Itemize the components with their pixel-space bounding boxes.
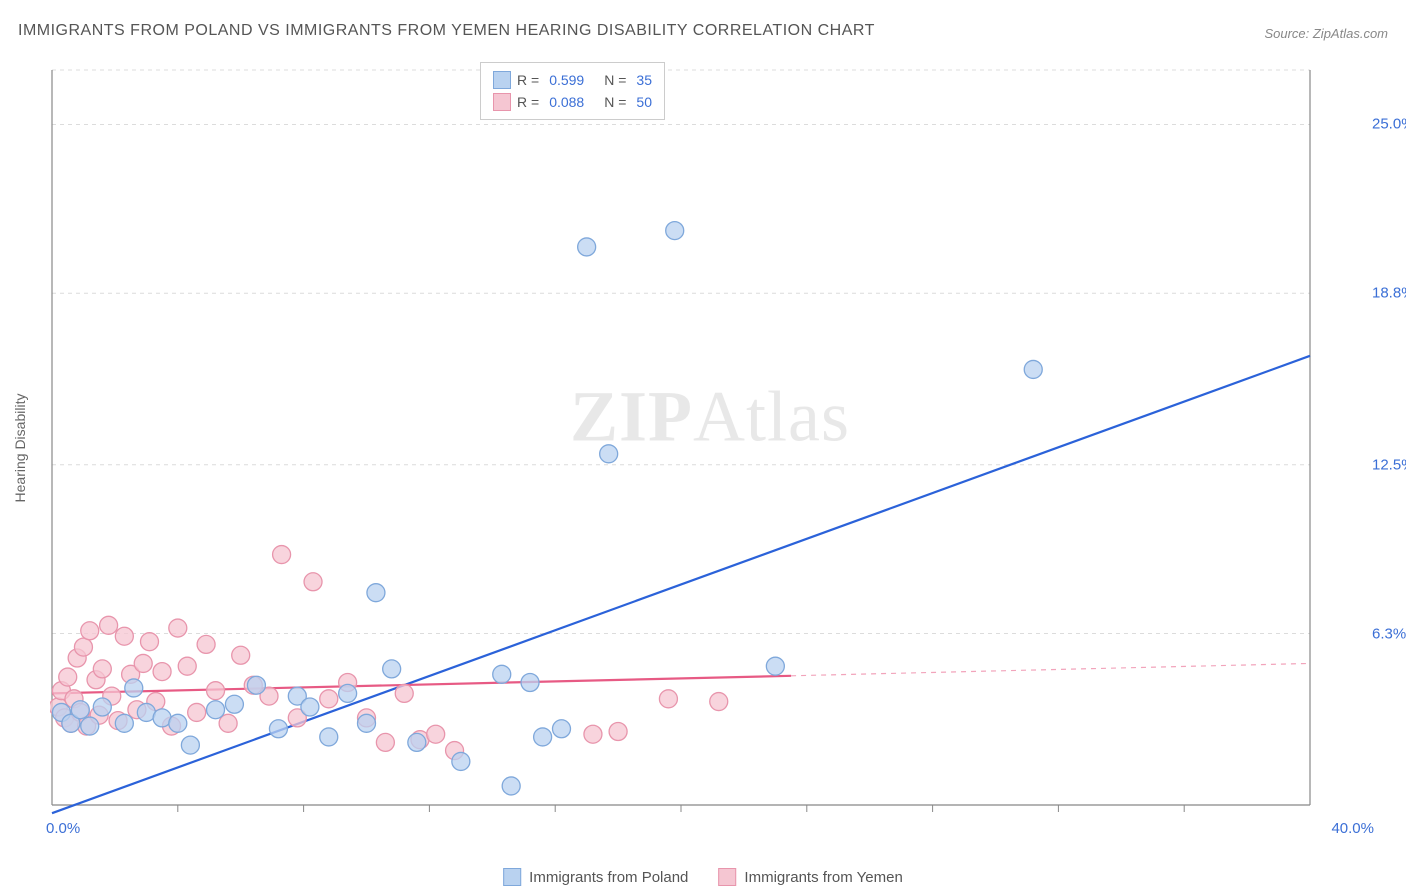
series-legend-item: Immigrants from Yemen <box>718 868 902 886</box>
legend-n-value: 50 <box>636 94 652 110</box>
legend-row: R = 0.599 N = 35 <box>493 69 652 91</box>
legend-n-label: N = <box>604 72 626 88</box>
legend-row: R = 0.088 N = 50 <box>493 91 652 113</box>
scatter-plot <box>50 60 1370 835</box>
y-tick-label: 18.8% <box>1372 285 1406 302</box>
x-axis-origin-label: 0.0% <box>46 820 80 837</box>
legend-swatch <box>493 71 511 89</box>
legend-r-value: 0.599 <box>549 72 584 88</box>
source-attribution: Source: ZipAtlas.com <box>1264 26 1388 41</box>
chart-title: IMMIGRANTS FROM POLAND VS IMMIGRANTS FRO… <box>18 22 875 40</box>
y-tick-label: 12.5% <box>1372 456 1406 473</box>
y-axis-label: Hearing Disability <box>12 393 28 502</box>
legend-swatch <box>493 93 511 111</box>
series-name: Immigrants from Yemen <box>744 869 902 886</box>
series-name: Immigrants from Poland <box>529 869 688 886</box>
y-tick-label: 25.0% <box>1372 116 1406 133</box>
x-axis-end-label: 40.0% <box>1331 820 1374 837</box>
correlation-legend: R = 0.599 N = 35 R = 0.088 N = 50 <box>480 62 665 120</box>
legend-r-value: 0.088 <box>549 94 584 110</box>
legend-r-label: R = <box>517 94 539 110</box>
legend-n-value: 35 <box>636 72 652 88</box>
chart-area: Hearing Disability ZIPAtlas R =0.599N =3… <box>50 60 1370 835</box>
legend-r-label: R = <box>517 72 539 88</box>
legend-swatch <box>718 868 736 886</box>
series-legend: Immigrants from Poland Immigrants from Ye… <box>503 868 903 886</box>
legend-n-label: N = <box>604 94 626 110</box>
legend-swatch <box>503 868 521 886</box>
series-legend-item: Immigrants from Poland <box>503 868 688 886</box>
y-tick-label: 6.3% <box>1372 625 1406 642</box>
